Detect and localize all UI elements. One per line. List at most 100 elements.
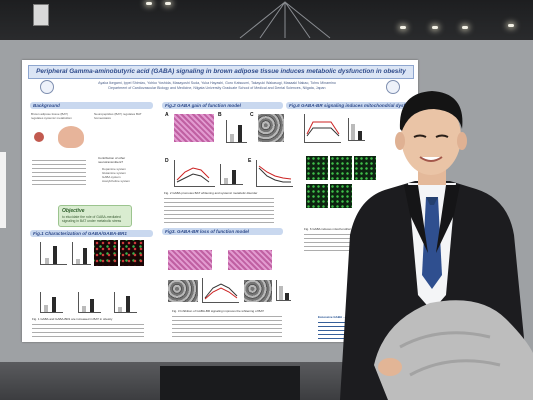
affiliation: Department of Cardiovascular Biology and… [108, 85, 326, 90]
chart-bar [285, 293, 289, 300]
poster-authors: Ayaka Ikegami, Ippei Shimizu, Yohko Yosh… [82, 81, 352, 91]
hair [399, 91, 463, 131]
fig6-legend-text [304, 234, 354, 254]
panel-letter: B [218, 112, 222, 118]
fig3-caption: Fig. 3 Inhibition of GABA-BR signaling i… [172, 310, 264, 313]
fig6-line-chart [304, 114, 341, 143]
fig1-caption: Fig. 1 GABA and GABA-BR1 are increased i… [32, 318, 113, 321]
fig1-legend-text [32, 324, 144, 338]
fig2-bar-chart [226, 120, 247, 143]
chart-bar [238, 125, 242, 142]
fig6-bar-chart [348, 118, 365, 141]
objective-label: Objective [62, 208, 85, 214]
section-fig2: Fig.2 GABA gain of function model [162, 102, 283, 109]
background-question: Contribution of other neurotransmitters? [98, 156, 126, 164]
neurotransmitter-item: Acetylcholine system [102, 179, 131, 183]
exit-sign [33, 4, 49, 26]
fig3-electron-micrograph [168, 280, 198, 302]
section-fig6: Fig.6 GABA-BR signaling induces mitochon… [286, 102, 415, 109]
fig6-fluorescence-panel [306, 184, 328, 208]
fig1-bar-chart [40, 292, 63, 313]
fig3-bar-chart [276, 280, 291, 301]
ceiling-light [146, 2, 152, 5]
folded-coat [374, 300, 533, 400]
chart-bar [358, 131, 362, 140]
fig1-bar-chart [78, 292, 101, 313]
objective-text: to elucidate the role of GABA-mediated s… [62, 215, 122, 223]
fig1-immunostaining [94, 240, 118, 266]
ceiling-light [432, 26, 438, 29]
neurotransmitter-item: GABA system [102, 175, 121, 179]
fig6-fluorescence-panel [306, 156, 328, 180]
chart-bar [126, 296, 130, 312]
ceiling-truss [239, 1, 331, 39]
chart-bar [53, 246, 57, 264]
left-lapel [404, 185, 428, 253]
chart-bar [52, 297, 56, 312]
fig1-bar-chart [72, 242, 91, 265]
chart-bar [76, 259, 80, 264]
heart-illustration [34, 132, 44, 142]
ear-right [457, 132, 467, 150]
ear-left [395, 132, 405, 150]
chart-bar [224, 178, 228, 184]
author-list: Ayaka Ikegami, Ippei Shimizu, Yohko Yosh… [98, 81, 336, 85]
fig3-electron-micrograph [244, 280, 272, 302]
fig3-histology [168, 250, 212, 270]
neurotransmitter-item: Glutamine system [102, 171, 127, 175]
fig2-caption: Fig. 2 GABA promotes BAT whitening and s… [164, 192, 258, 195]
panel-letter: A [165, 112, 169, 118]
fig6-fluorescence-panel [330, 156, 352, 180]
fig6-caption: Fig. 6 GABA induces mitochondrial dysfun… [304, 228, 367, 231]
background-note: Brown adipose tissue (BAT) regulates sys… [31, 112, 73, 120]
fig6-fluorescence-panel [354, 156, 376, 180]
fig3-line-chart [202, 278, 239, 303]
ceiling-light [400, 26, 406, 29]
section-fig3: Fig3. GABA-BR loss of function model [162, 228, 283, 235]
research-poster: Peripheral Gamma-aminobutyric acid (GABA… [22, 60, 418, 342]
panel-letter: D [165, 158, 169, 164]
chart-bar [83, 248, 87, 264]
fig2-legend-text [164, 198, 274, 224]
chart-bar [230, 134, 234, 142]
fig2-electron-micrograph [258, 114, 284, 142]
neighbor-poster-edge [0, 152, 6, 228]
background-people [160, 366, 300, 400]
ceiling-light [165, 2, 171, 5]
fig2-line-chart [174, 160, 215, 187]
panel-letter: C [250, 112, 254, 118]
chart-bar [232, 170, 236, 184]
fig1-bar-chart [114, 292, 137, 313]
university-logo-right [386, 80, 400, 94]
section-fig1: Fig.1 Characterization of GABA/GABA-BR1 [30, 230, 153, 237]
right-lapel [436, 185, 460, 253]
presenter [340, 91, 533, 400]
necktie [422, 197, 442, 289]
chart-bar [351, 124, 355, 140]
objective-box: Objective to elucidate the role of GABA-… [58, 205, 132, 227]
poster-title: Peripheral Gamma-aminobutyric acid (GABA… [28, 65, 414, 79]
chart-bar [44, 305, 48, 312]
fig2-histology [174, 114, 214, 142]
chart-bar [90, 299, 94, 312]
fig2-bar-chart [220, 164, 243, 185]
fig1-immunostaining [120, 240, 144, 266]
ceiling-light [462, 26, 468, 29]
fig2-line-chart [256, 160, 293, 187]
chart-bar [279, 286, 283, 300]
section-background: Background [30, 102, 153, 109]
background-note: Neuropeptides (BAT) regulates BAT homeos… [94, 112, 142, 120]
university-logo-left [40, 80, 54, 94]
bat-mouse-illustration [58, 126, 84, 148]
hand [378, 358, 402, 376]
fig6-fluorescence-panel [330, 184, 352, 208]
chart-bar [45, 258, 49, 264]
chart-bar [82, 306, 86, 312]
fig3-histology [228, 250, 272, 270]
panel-letter: E [248, 158, 252, 164]
ceiling-light [508, 24, 514, 27]
neurotransmitter-item: Dopamine system [102, 167, 127, 171]
background-text [32, 160, 86, 188]
chart-bar [118, 307, 122, 312]
face [401, 99, 461, 175]
